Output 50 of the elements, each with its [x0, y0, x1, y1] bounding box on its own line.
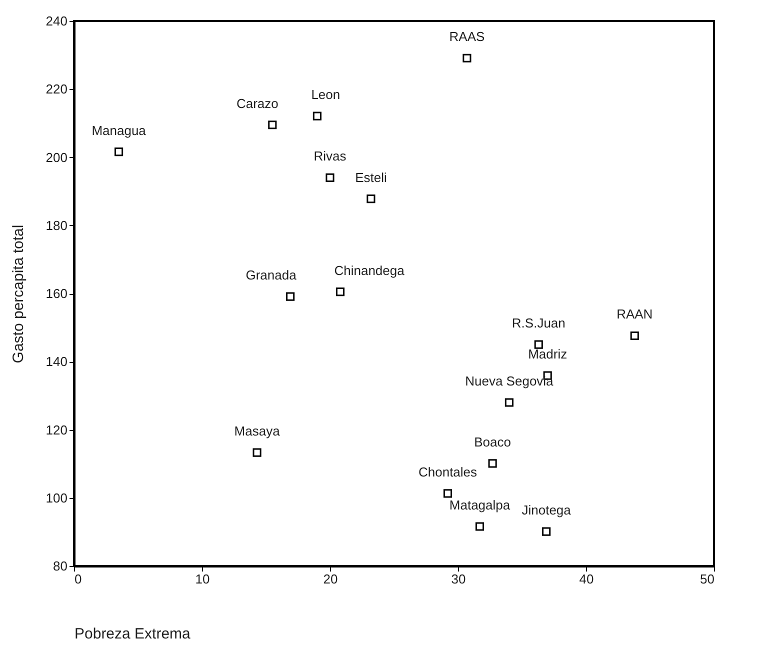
annotation: Chontales: [418, 464, 478, 480]
annotation: Esteli: [355, 170, 387, 185]
y-tick-label: 140: [46, 354, 68, 370]
annotation: Managua: [92, 122, 147, 138]
y-tick-label: 200: [46, 150, 68, 165]
x-tick-label: 20: [323, 572, 338, 586]
annotation: RAAN: [616, 306, 653, 322]
point: [630, 331, 639, 340]
y-tick-label: 80: [53, 558, 68, 574]
annotation: Rivas: [314, 148, 347, 164]
point: [534, 340, 543, 349]
y-tick-label: 120: [46, 422, 68, 438]
y-tick-label: 240: [46, 14, 68, 28]
x-tick-label: 50: [700, 572, 714, 586]
point: [114, 148, 124, 156]
point: [326, 173, 334, 182]
point: [312, 112, 322, 120]
annotation: Jinotega: [522, 502, 572, 518]
x-tick-label: 40: [579, 572, 594, 586]
point: [462, 54, 472, 62]
point: [443, 489, 452, 498]
annotation: Boaco: [474, 434, 511, 450]
point: [542, 527, 551, 536]
point: [366, 194, 376, 204]
y-axis-title: Gasto percapita total: [10, 224, 27, 364]
x-tick-label: 10: [195, 572, 210, 586]
x-tick-label: 30: [451, 572, 466, 586]
y-tick-label: 100: [46, 490, 68, 506]
annotation: Madriz: [528, 346, 568, 362]
annotation: Leon: [311, 87, 340, 102]
y-tick-label: 160: [46, 286, 68, 301]
annotation: Matagalpa: [449, 497, 511, 512]
annotation: Granada: [246, 268, 298, 283]
point: [268, 120, 277, 130]
annotation: R.S.Juan: [512, 316, 566, 331]
annotation: Masaya: [234, 424, 281, 439]
annotation: RAAS: [449, 29, 485, 44]
point: [252, 448, 262, 457]
y-tick-label: 180: [46, 218, 68, 233]
point: [336, 288, 345, 296]
point: [504, 398, 514, 407]
x-axis-title: Pobreza Extrema: [74, 626, 192, 642]
point: [475, 522, 484, 531]
annotation: Nueva Segovia: [465, 374, 554, 388]
y-tick-label: 220: [46, 82, 68, 97]
point: [488, 459, 497, 468]
point: [286, 292, 295, 301]
x-tick-label: 0: [74, 572, 82, 586]
annotation: Carazo: [236, 96, 278, 111]
annotation: Chinandega: [334, 262, 406, 278]
